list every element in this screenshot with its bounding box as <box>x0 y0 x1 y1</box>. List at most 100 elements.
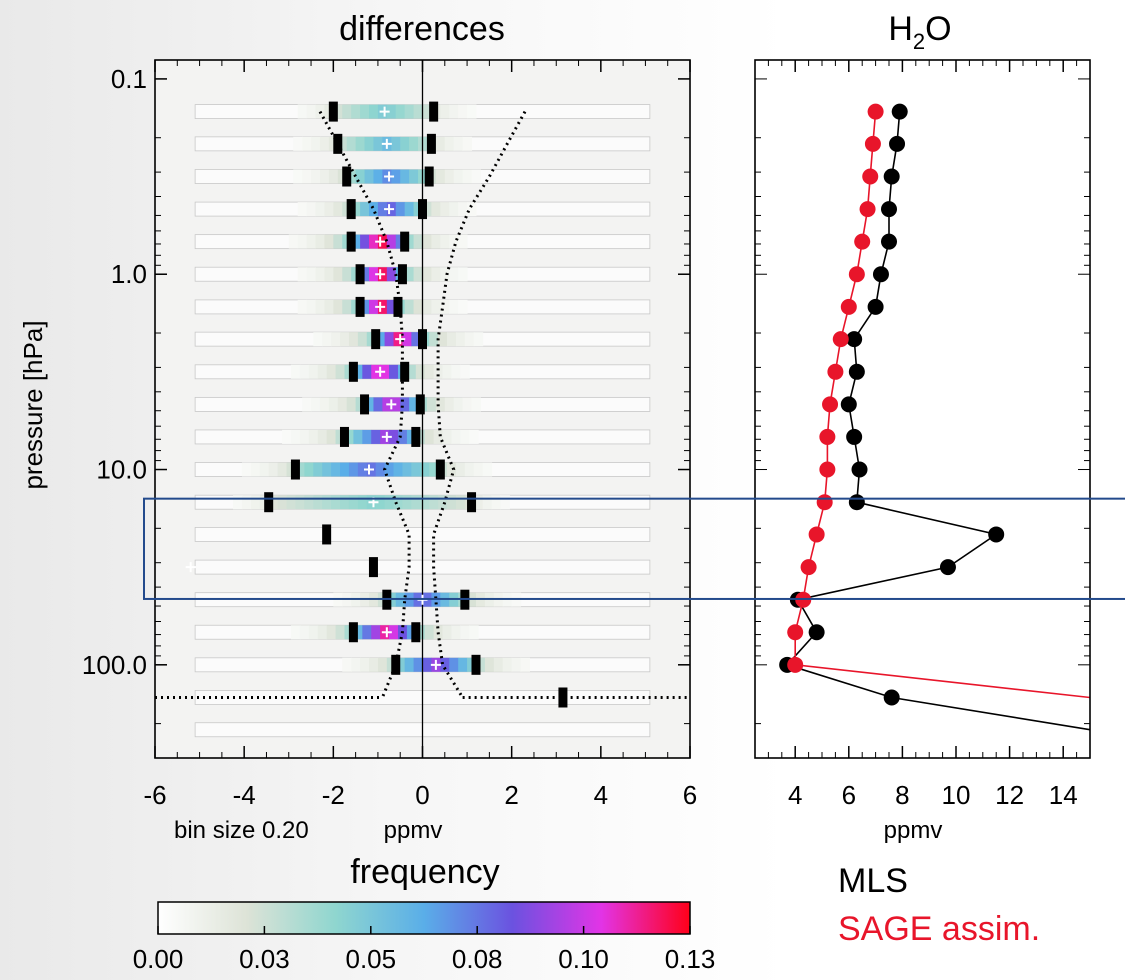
frequency-bin <box>384 495 395 510</box>
frequency-bin <box>364 397 374 412</box>
x-tick-label: 4 <box>594 780 608 810</box>
frequency-bin <box>331 462 341 477</box>
frequency-bin <box>362 364 372 379</box>
h2o-title: H2O <box>888 10 951 54</box>
frequency-bin <box>277 495 288 510</box>
frequency-bin <box>413 657 423 672</box>
highlight-box <box>143 497 1125 600</box>
frequency-bin <box>464 462 475 477</box>
legend: MLS SAGE assim. <box>838 862 1040 948</box>
h2o-ticks: 4 6 8 10 12 14 <box>755 60 1091 810</box>
frequency-bin <box>351 234 361 249</box>
frequency-bin <box>277 462 288 477</box>
frequency-bin <box>451 364 461 379</box>
frequency-bin <box>462 136 473 151</box>
frequency-bin <box>326 364 337 379</box>
frequency-bin <box>433 364 444 379</box>
frequency-bin <box>288 234 299 249</box>
frequency-bin <box>455 462 466 477</box>
frequency-bin <box>306 104 316 119</box>
frequency-bin <box>431 267 441 282</box>
frequency-bin <box>315 267 325 282</box>
frequency-bin <box>250 495 261 510</box>
mean-marker <box>375 366 386 377</box>
quantile-marker <box>355 264 365 285</box>
frequency-bin <box>344 429 354 444</box>
frequency-bin <box>324 202 334 217</box>
frequency-bin <box>241 462 252 477</box>
frequency-bin <box>449 202 459 217</box>
frequency-bin <box>409 136 419 151</box>
frequency-bin <box>233 495 243 510</box>
quantile-marker <box>355 296 365 317</box>
frequency-bin <box>295 462 305 477</box>
frequency-bin <box>324 267 334 282</box>
frequency-bin <box>355 136 366 151</box>
frequency-bin <box>420 462 430 477</box>
frequency-bin <box>458 299 468 314</box>
frequency-bin <box>328 397 339 412</box>
colorbar-tick-label: 0.03 <box>239 944 290 974</box>
frequency-bin <box>404 234 415 249</box>
frequency-bin <box>369 104 379 119</box>
frequency-bin <box>360 234 370 249</box>
frequency-bin <box>467 104 477 119</box>
frequency-bin <box>362 429 372 444</box>
x-tick-label: 0 <box>415 780 429 810</box>
frequency-bin <box>440 657 450 672</box>
data-point-mls <box>881 201 897 218</box>
data-point-sage <box>867 103 884 120</box>
x-tick-label: 12 <box>995 780 1024 810</box>
x-tick-label: 8 <box>895 780 909 810</box>
frequency-bin <box>395 104 406 119</box>
data-point-mls <box>848 494 865 511</box>
frequency-bin <box>422 234 432 249</box>
frequency-bin <box>404 299 415 314</box>
frequency-bin <box>435 397 446 412</box>
colorbar: frequency 0.00 0.03 0.05 0.08 0.10 0.13 <box>133 853 716 974</box>
frequency-bin <box>311 136 321 151</box>
mean-marker <box>384 204 395 215</box>
frequency-bin <box>458 104 468 119</box>
frequency-bin <box>317 364 328 379</box>
frequency-bin <box>433 429 444 444</box>
x-tick-label: -4 <box>233 780 256 810</box>
frequency-bin <box>462 169 473 184</box>
frequency-bin <box>313 332 323 347</box>
quantile-marker <box>346 199 356 220</box>
frequency-bin <box>395 657 406 672</box>
frequency-bin <box>259 462 270 477</box>
frequency-bin <box>297 234 308 249</box>
quantile-marker <box>342 166 352 187</box>
data-point-mls <box>872 266 889 283</box>
data-point-mls <box>851 461 868 478</box>
colorbar-tick-label: 0.10 <box>558 944 609 974</box>
y-tick-label: 1.0 <box>111 259 147 289</box>
quantile-marker <box>348 622 358 643</box>
quantile-marker <box>393 296 403 317</box>
quantile-marker <box>467 492 477 513</box>
frequency-bin <box>431 234 441 249</box>
frequency-bin <box>469 625 479 640</box>
frequency-bin <box>293 169 303 184</box>
data-point-mls <box>867 298 884 315</box>
frequency-bin <box>335 364 345 379</box>
frequency-bin <box>333 104 343 119</box>
frequency-bin <box>406 364 417 379</box>
frequency-bin <box>342 299 352 314</box>
frequency-bin <box>364 169 374 184</box>
frequency-bin <box>337 136 348 151</box>
colorbar-gradient <box>157 901 691 935</box>
frequency-bin <box>469 429 479 444</box>
frequency-bin <box>326 429 337 444</box>
frequency-bin <box>391 169 401 184</box>
frequency-bin <box>426 397 437 412</box>
frequency-bin <box>473 462 484 477</box>
frequency-bin <box>438 495 448 510</box>
data-point-mls <box>848 363 865 380</box>
quantile-marker <box>368 557 378 578</box>
differences-title: differences <box>339 10 505 48</box>
frequency-bin <box>250 462 261 477</box>
frequency-bin <box>449 104 459 119</box>
frequency-bin <box>411 495 421 510</box>
